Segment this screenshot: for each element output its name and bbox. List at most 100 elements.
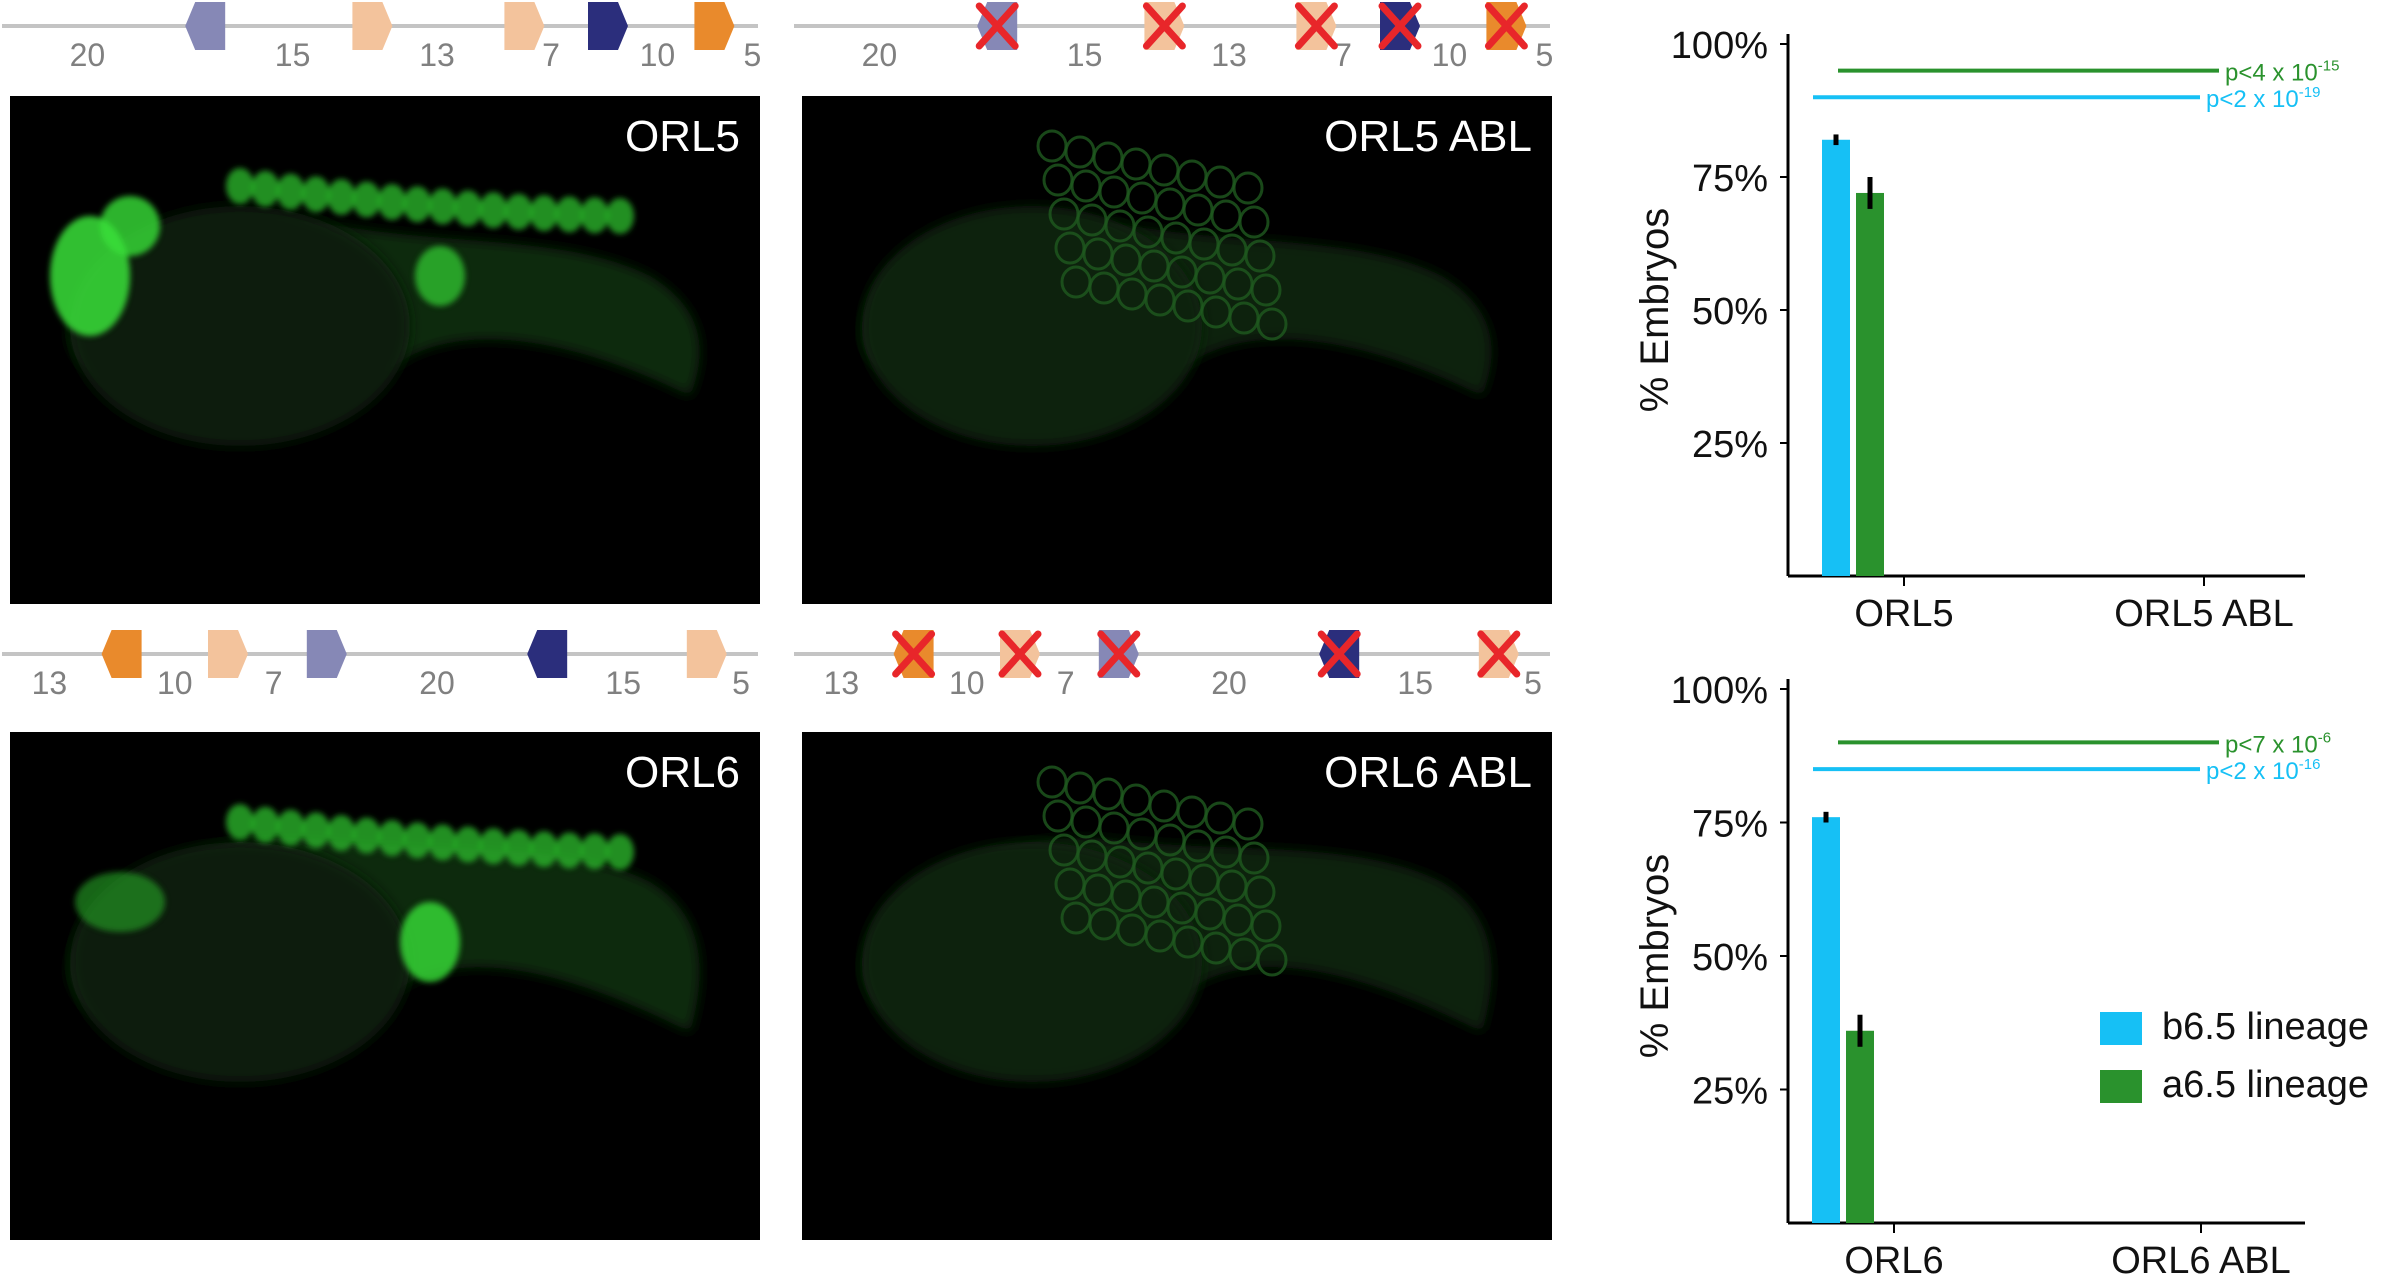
x-tick-label: ORL6 ABL [2111, 1240, 2291, 1282]
binding-site-light_orange [686, 630, 727, 678]
legend-swatch-b6-5 [2100, 1012, 2142, 1045]
track-site-number: 15 [1397, 665, 1433, 701]
site-mutated-x-icon [1294, 2, 1338, 50]
bar [1812, 817, 1840, 1223]
embryo-head [862, 206, 1202, 446]
embryo-image-orl5-abl: ORL5 ABL [802, 96, 1552, 604]
track-site-number: 10 [1432, 37, 1468, 73]
p-value-label: p<4 x 10-15 [2225, 58, 2339, 87]
track-site-number: 15 [1067, 37, 1103, 73]
y-tick-label: 25% [1692, 1071, 1768, 1113]
faint-cell-outlines [1036, 129, 1288, 341]
site-track-orl6: 13 10 7 20 15 5 [0, 628, 760, 708]
binding-site-light_blue_purple [306, 630, 347, 678]
site-track-orl5-svg: 20 15 13 7 10 5 [2, 2, 761, 73]
legend-swatch-a6-5 [2100, 1070, 2142, 1103]
bar [1822, 139, 1850, 576]
site-mutated-x-icon [892, 630, 936, 678]
embryo-drawing-orl6-abl [861, 765, 1492, 1082]
binding-site-navy [588, 2, 628, 50]
binding-site-light_orange [504, 2, 545, 50]
track-site-number: 7 [1057, 665, 1075, 701]
site-mutated-x-icon [998, 630, 1042, 678]
p-value-label: p<2 x 10-16 [2206, 756, 2320, 785]
embryo-image-orl6: ORL6 [10, 732, 760, 1240]
binding-site-light_orange [208, 630, 248, 678]
binding-site-light_orange [352, 2, 393, 50]
binding-site-navy [527, 630, 568, 678]
track-site-number: 13 [1211, 37, 1247, 73]
x-tick-label: ORL6 [1844, 1240, 1943, 1282]
bar-chart-orl5-svg: 25% 50% 75% 100% % Embryos ORL5 ORL5 ABL p<4 x … [1633, 25, 2339, 635]
embryo-drawing-orl6 [69, 804, 700, 1082]
track-site-number: 13 [419, 37, 455, 73]
panel-label-orl6-abl: ORL6 ABL [1324, 748, 1532, 797]
site-mutated-x-icon [1378, 2, 1422, 50]
site-track-orl5: 20 15 13 7 10 5 [0, 0, 761, 80]
p-value-label: p<2 x 10-19 [2206, 84, 2320, 113]
binding-site-orange [694, 2, 735, 50]
site-mutated-x-icon [1317, 630, 1361, 678]
site-track-orl5-abl-svg: 20 15 13 7 10 5 [794, 2, 1554, 73]
site-mutated-x-icon [975, 2, 1019, 50]
track-site-number: 15 [275, 37, 311, 73]
site-track-orl6-abl: 13 10 7 20 15 5 [792, 628, 1552, 708]
track-site-number: 10 [157, 665, 193, 701]
y-axis-label: % Embryos [1633, 208, 1677, 413]
legend-label-b6-5: b6.5 lineage [2162, 1006, 2370, 1048]
gfp-expression-cells [75, 804, 634, 982]
track-site-number: 7 [1334, 37, 1352, 73]
gfp-expression-cells [50, 168, 634, 336]
x-tick-label: ORL5 [1854, 593, 1953, 635]
track-site-number: 7 [265, 665, 283, 701]
site-track-orl5-abl: 20 15 13 7 10 5 [792, 0, 1554, 80]
y-axis-label: % Embryos [1633, 854, 1677, 1059]
bar [1846, 1030, 1874, 1223]
track-site-number: 15 [605, 665, 641, 701]
embryo-drawing-orl5 [50, 168, 700, 446]
site-mutated-x-icon [1477, 630, 1521, 678]
site-mutated-x-icon [1142, 2, 1186, 50]
track-site-number: 20 [70, 37, 106, 73]
faint-cell-outlines [1036, 765, 1288, 977]
track-site-number: 20 [419, 665, 455, 701]
embryo-image-orl6-abl: ORL6 ABL [802, 732, 1552, 1240]
legend-item-a6-5: a6.5 lineage [2100, 1062, 2390, 1110]
y-tick-label: 25% [1692, 424, 1768, 466]
embryo-head [862, 842, 1202, 1082]
track-site-number: 10 [640, 37, 676, 73]
y-tick-label: 100% [1671, 25, 1768, 67]
y-tick-label: 100% [1671, 670, 1768, 712]
bar-chart-orl6-svg: 25% 50% 75% 100% % Embryos ORL6 ORL6 ABL p<7 x … [1633, 670, 2331, 1282]
track-site-number: 13 [32, 665, 68, 701]
embryo-drawing-orl5-abl [861, 129, 1492, 446]
bar-chart-orl5: 25% 50% 75% 100% % Embryos ORL5 ORL5 ABL p<4 x … [1600, 0, 2391, 640]
legend-item-b6-5: b6.5 lineage [2100, 1004, 2390, 1052]
site-track-orl6-abl-svg: 13 10 7 20 15 5 [794, 630, 1550, 701]
binding-site-light_blue_purple [185, 2, 226, 50]
panel-label-orl6: ORL6 [625, 748, 740, 797]
site-mutated-x-icon [1097, 630, 1141, 678]
track-site-number: 5 [1536, 37, 1554, 73]
y-tick-label: 75% [1692, 804, 1768, 846]
track-site-number: 5 [732, 665, 750, 701]
p-value-label: p<7 x 10-6 [2225, 729, 2331, 758]
track-site-number: 10 [949, 665, 985, 701]
track-site-number: 5 [1524, 665, 1542, 701]
panel-label-orl5: ORL5 [625, 112, 740, 161]
x-tick-label: ORL5 ABL [2114, 593, 2294, 635]
track-site-number: 13 [824, 665, 860, 701]
embryo-head [70, 206, 410, 446]
binding-site-orange [101, 630, 142, 678]
bar [1856, 192, 1884, 576]
y-tick-label: 50% [1692, 937, 1768, 979]
bar-chart-orl6: 25% 50% 75% 100% % Embryos ORL6 ORL6 ABL p<7 x … [1600, 650, 2391, 1286]
track-site-number: 20 [1211, 665, 1247, 701]
track-site-number: 20 [862, 37, 898, 73]
site-mutated-x-icon [1484, 2, 1528, 50]
legend-label-a6-5: a6.5 lineage [2162, 1064, 2370, 1106]
y-tick-label: 75% [1692, 158, 1768, 200]
panel-label-orl5-abl: ORL5 ABL [1324, 112, 1532, 161]
track-site-number: 7 [542, 37, 560, 73]
chart-legend: b6.5 lineage a6.5 lineage [2100, 1004, 2390, 1120]
